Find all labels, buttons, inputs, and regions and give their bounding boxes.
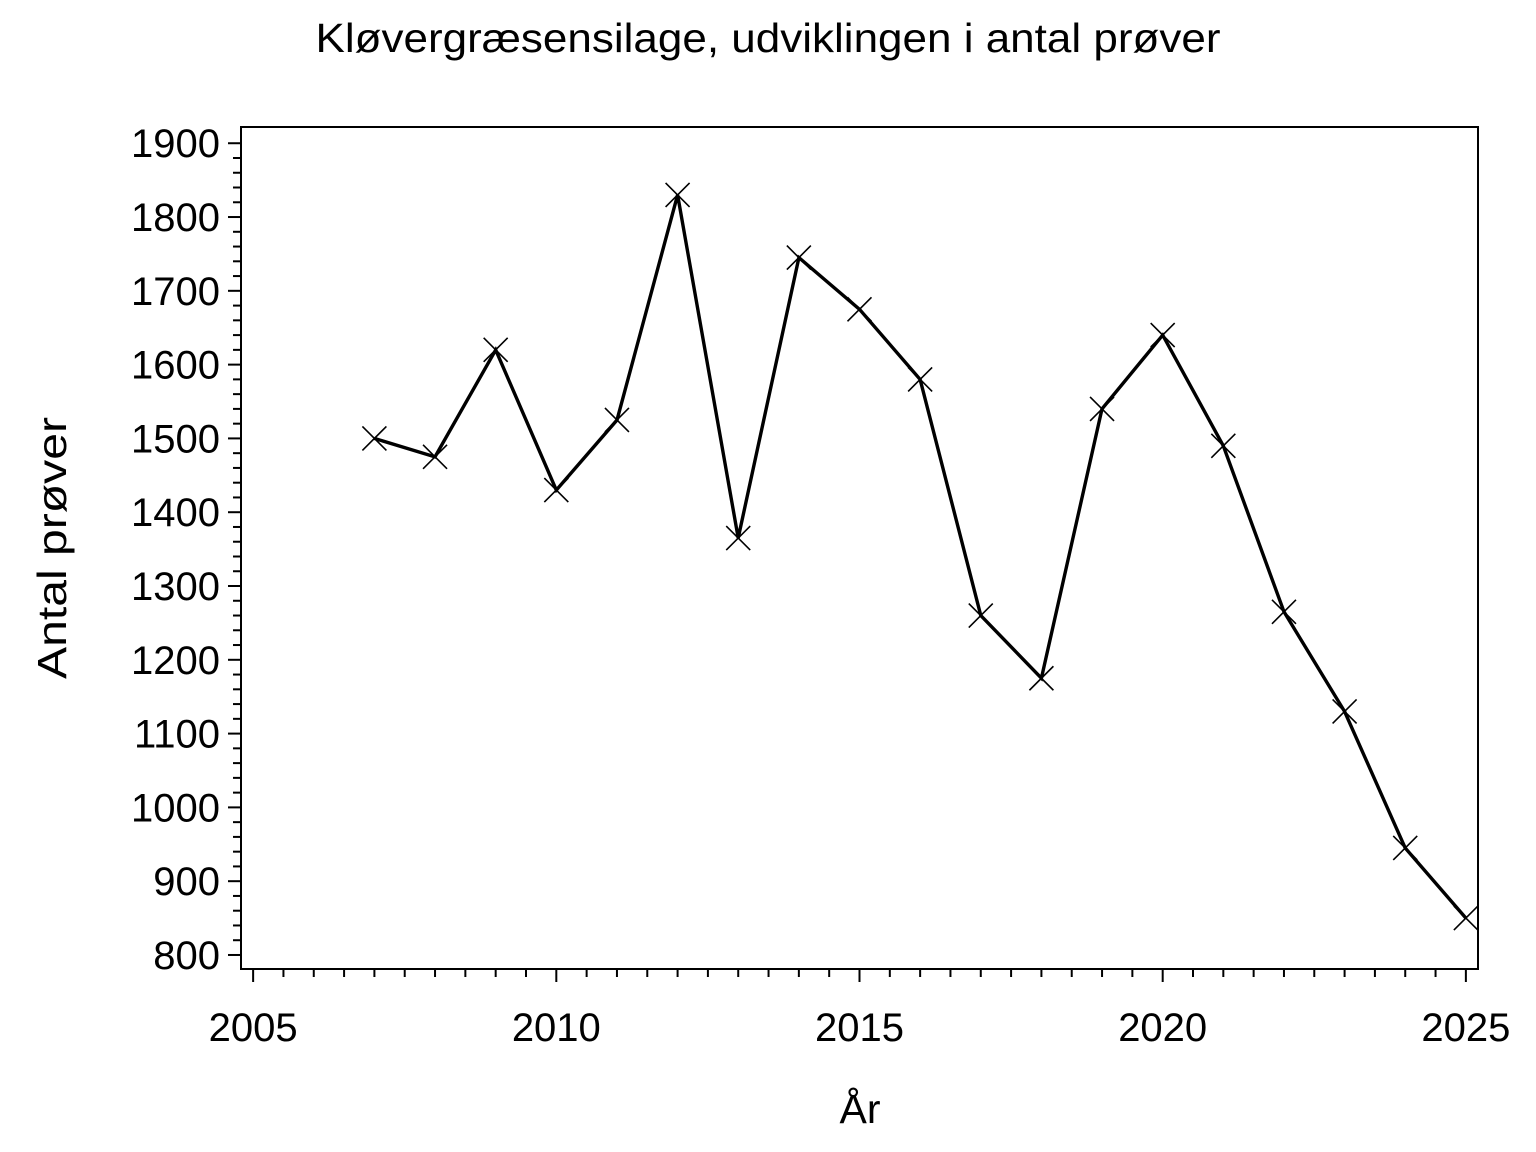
data-point-marker-2016 (907, 366, 933, 392)
y-tick-label: 1200 (131, 639, 220, 683)
x-tick-label: 2020 (1118, 1006, 1207, 1050)
data-point-marker-2022 (1271, 599, 1297, 625)
x-axis-label: År (840, 1086, 881, 1132)
x-tick-label: 2005 (209, 1006, 298, 1050)
y-tick-label: 1100 (134, 713, 220, 757)
y-tick-label: 1300 (131, 565, 220, 609)
data-point-marker-2008 (422, 444, 448, 470)
data-point-marker-2010 (543, 477, 569, 503)
y-tick-label: 1700 (131, 270, 220, 314)
data-point-marker-2025 (1453, 905, 1479, 931)
y-tick-label: 1600 (131, 344, 220, 388)
data-point-marker-2011 (604, 407, 630, 433)
data-point-marker-2024 (1392, 835, 1418, 861)
x-tick-label: 2015 (815, 1006, 904, 1050)
chart-title: Kløvergræsensilage, udviklingen i antal … (316, 15, 1221, 61)
y-tick-label: 1000 (131, 786, 220, 830)
data-point-marker-2009 (483, 337, 509, 363)
x-tick-label: 2025 (1421, 1006, 1510, 1050)
y-tick-label: 1400 (131, 491, 220, 535)
y-tick-label: 900 (153, 860, 220, 904)
data-point-marker-2007 (361, 425, 387, 451)
data-point-marker-2012 (665, 182, 691, 208)
plot-frame (240, 126, 1479, 970)
data-point-marker-2021 (1210, 433, 1236, 459)
y-tick-label: 1500 (131, 417, 220, 461)
data-point-marker-2014 (786, 245, 812, 271)
y-tick-label: 1800 (131, 196, 220, 240)
data-point-marker-2019 (1089, 396, 1115, 422)
data-point-marker-2023 (1332, 698, 1358, 725)
y-axis-label: Antal prøver (29, 417, 75, 679)
data-point-marker-2015 (846, 296, 873, 322)
y-tick-label: 1900 (131, 122, 220, 166)
data-point-marker-2018 (1028, 665, 1054, 691)
y-tick-label: 800 (153, 934, 220, 978)
data-point-marker-2017 (968, 602, 994, 629)
data-point-marker-2020 (1150, 322, 1176, 348)
data-point-marker-2013 (725, 525, 751, 551)
x-tick-label: 2010 (512, 1006, 601, 1050)
